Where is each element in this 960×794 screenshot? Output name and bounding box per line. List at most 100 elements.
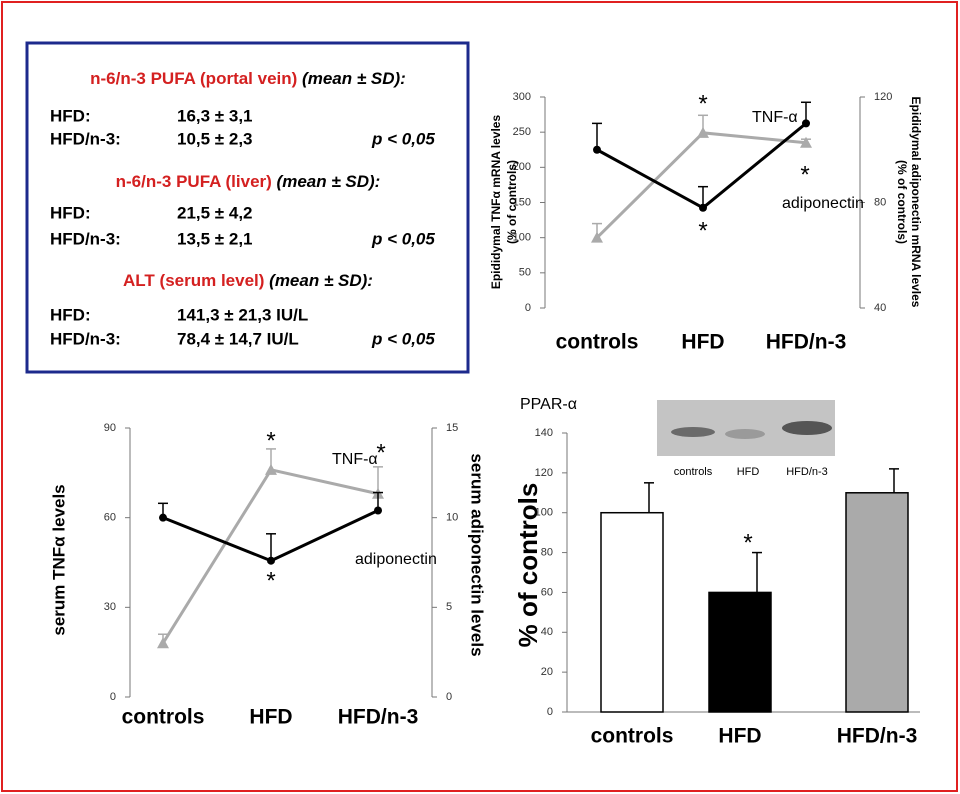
point-marker [800,136,812,148]
error-bar [752,551,762,593]
point-marker [593,145,601,154]
tick-label: 40 [541,626,553,638]
section-note: (mean ± SD): [302,69,406,88]
row-group: HFD: [50,305,91,324]
error-bar [889,468,899,493]
row-p: p < 0,05 [371,329,435,348]
section-title: ALT (serum level) (mean ± SD): [123,271,373,290]
chart-title: PPAR-α [520,396,577,413]
tick-label: 40 [874,302,886,314]
point-marker [267,556,275,565]
series-label: TNF-α [752,109,798,126]
tick-label: 0 [547,706,553,718]
y2-axis-label: (% of controls) [895,160,909,244]
tick-label: 120 [535,467,553,479]
tick-label: 0 [525,302,531,314]
y2-axis-label: serum adiponectin levels [468,453,487,656]
tick-label: 120 [874,91,892,103]
point-marker [699,203,707,212]
bar [708,591,772,713]
y2-axis-label: Epididymal adiponectin mRNA levles [909,97,923,308]
tick-label: 300 [513,91,531,103]
point-marker [697,126,709,138]
tick-label: 30 [104,601,116,613]
tick-label: 90 [104,422,116,434]
tick-label: 200 [513,161,531,173]
blot-band [782,421,832,435]
section-note: (mean ± SD): [277,172,381,191]
annotation: * [376,439,385,466]
annotation: * [800,161,809,188]
x-tick-label: HFD/n-3 [837,725,918,748]
section-title: n-6/n-3 PUFA (portal vein) (mean ± SD): [90,69,406,88]
x-tick-label: controls [556,331,639,354]
annotation: * [698,90,707,117]
section-heading: n-6/n-3 PUFA (liver) [116,172,272,191]
row-value: 21,5 ± 4,2 [177,203,253,222]
annotation: * [266,567,275,594]
bar [600,511,664,713]
blot-band [725,429,765,439]
row-p: p < 0,05 [371,129,435,148]
point-marker [157,637,169,649]
tick-label: 250 [513,126,531,138]
summary-box [25,41,470,374]
row-p: p < 0,05 [371,229,435,248]
row-value: 10,5 ± 2,3 [177,129,253,148]
tick-label: 150 [513,196,531,208]
section-heading: n-6/n-3 PUFA (portal vein) [90,69,297,88]
x-tick-label: HFD [249,706,292,729]
x-tick-label: controls [591,725,674,748]
section-note: (mean ± SD): [269,271,373,290]
inset-label: HFD [737,466,760,478]
tick-label: 0 [110,691,116,703]
tick-label: 80 [541,546,553,558]
blot-band [671,427,715,437]
y-axis-label: serum TNFα levels [49,484,68,635]
series-label: adiponectin [782,195,864,212]
point-marker [374,506,382,515]
section-heading: ALT (serum level) [123,271,264,290]
tick-label: 5 [446,601,452,613]
series-label: TNF-α [332,451,378,468]
row-group: HFD/n-3: [50,329,121,348]
inset-label: controls [674,466,713,478]
row-value: 16,3 ± 3,1 [177,106,253,125]
row-group: HFD: [50,203,91,222]
row-group: HFD: [50,106,91,125]
tick-label: 80 [874,196,886,208]
tick-label: 100 [535,507,553,519]
row-group: HFD/n-3: [50,129,121,148]
x-tick-label: HFD/n-3 [766,331,847,354]
section-title: n-6/n-3 PUFA (liver) (mean ± SD): [116,172,381,191]
tick-label: 100 [513,232,531,244]
row-value: 78,4 ± 14,7 IU/L [177,329,299,348]
annotation: * [266,427,275,454]
tick-label: 0 [446,691,452,703]
error-bar [266,533,276,561]
x-tick-label: HFD [718,725,761,748]
error-bar [592,122,602,150]
x-tick-label: HFD/n-3 [338,706,419,729]
tick-label: 60 [104,512,116,524]
series-label: adiponectin [355,551,437,568]
point-marker [591,231,603,243]
x-tick-label: HFD [681,331,724,354]
y-axis-label: Epididymal TNFα mRNA levles [489,115,503,290]
y-axis-label: % of controls [513,483,543,648]
point-marker [265,463,277,475]
tick-label: 10 [446,512,458,524]
x-tick-label: controls [122,706,205,729]
error-bar [644,482,654,513]
row-value: 141,3 ± 21,3 IU/L [177,305,308,324]
tick-label: 60 [541,586,553,598]
annotation: * [743,529,752,556]
inset-label: HFD/n-3 [786,466,828,478]
tick-label: 140 [535,427,553,439]
tick-label: 20 [541,666,553,678]
tick-label: 15 [446,422,458,434]
tick-label: 50 [519,267,531,279]
